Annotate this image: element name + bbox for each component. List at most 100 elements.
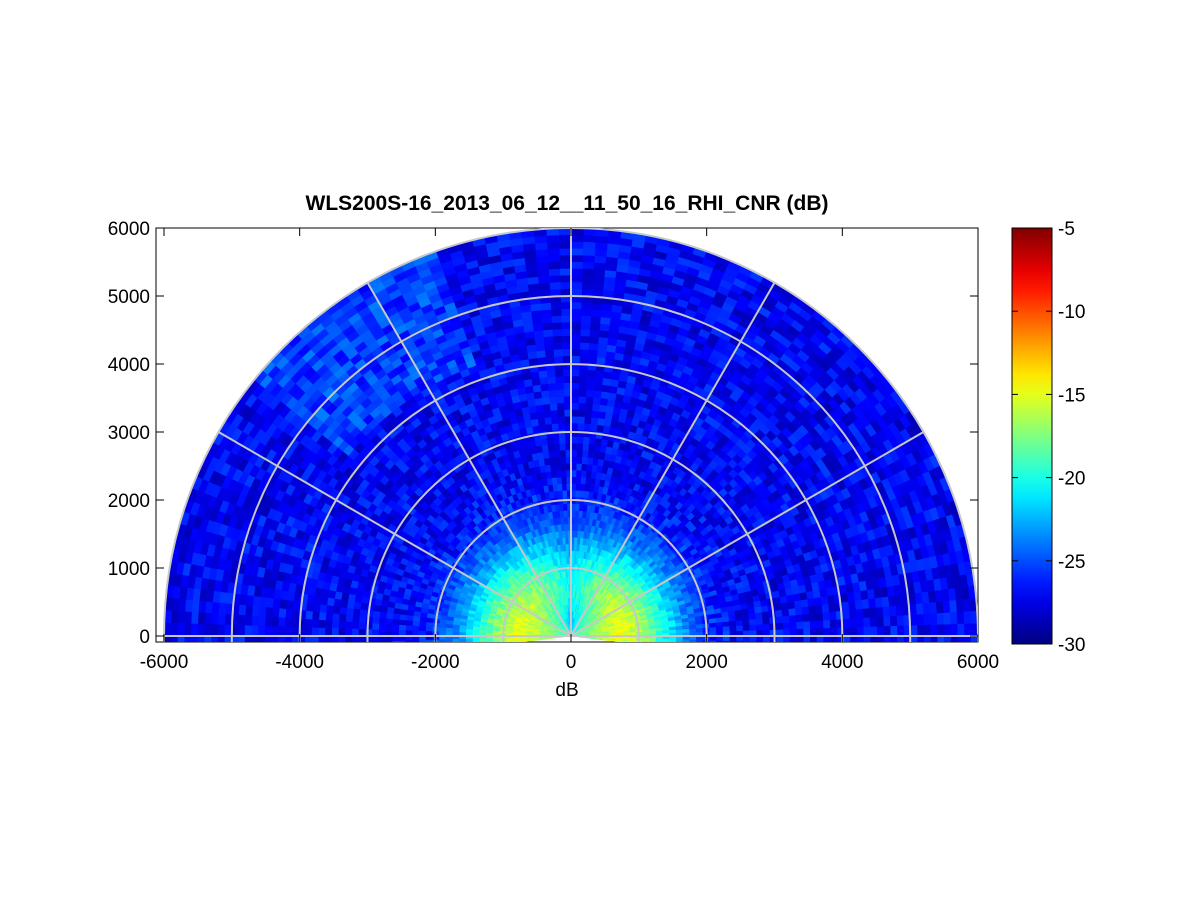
heatmap-cell-4567 [544,349,555,358]
heatmap-cell-4734 [863,626,872,637]
heatmap-cell-3080 [762,654,769,661]
heatmap-cell-2911 [587,450,595,459]
heatmap-cell-3737 [338,643,345,650]
heatmap-cell-4407 [841,600,850,611]
heatmap-cell-1759 [460,646,467,650]
heatmap-cell-4623 [856,635,865,642]
heatmap-cell-4835 [270,626,279,637]
heatmap-cell-3951 [326,597,335,607]
heatmap-cell-4847 [868,597,877,609]
heatmap-cell-3512 [352,608,361,617]
heatmap-cell-3462 [583,416,592,425]
heatmap-cell-3077 [378,641,386,642]
heatmap-cell-3300 [775,655,782,662]
heatmap-cell-2638 [406,646,413,652]
heatmap-cell-3798 [541,396,550,405]
heatmap-cell-3188 [372,648,379,655]
heatmap-cell-3464 [570,415,579,424]
heatmap-cell-4564 [570,348,581,357]
heatmap-cell-2751 [743,647,750,653]
heatmap-cell-2742 [399,614,407,621]
heatmap-cell-2965 [384,629,393,637]
heatmap-cell-3572 [584,409,593,418]
heatmap-cell-2696 [560,462,567,471]
heatmap-cell-4515 [849,617,858,628]
heatmap-cell-2472 [580,476,587,485]
heatmap-cell-4503 [291,609,300,620]
heatmap-cell-4782 [588,335,599,344]
heatmap-cell-3466 [557,415,565,424]
heatmap-cell-4453 [579,355,589,364]
heatmap-cell-1210 [649,643,656,646]
heatmap-cell-2912 [581,449,589,458]
heatmap-cell-3579 [536,410,545,420]
heatmap-cell-2697 [554,463,562,472]
heatmap-cell-3350 [595,424,604,433]
heatmap-cell-3022 [582,443,590,451]
heatmap-cell-1985 [695,627,704,633]
heatmap-cell-2646 [735,619,744,626]
heatmap-cell-2974 [756,629,764,637]
heatmap-cell-3844 [331,620,340,629]
heatmap-cell-3521 [789,649,796,656]
heatmap-cell-3680 [598,404,608,413]
heatmap-cell-3461 [590,416,599,425]
heatmap-cell-2969 [386,652,393,658]
heatmap-cell-4076 [822,611,831,621]
heatmap-cell-3299 [366,654,373,661]
heatmap-cell-3460 [596,417,605,426]
heatmap-cell-2087 [438,639,447,642]
heatmap-cell-3513 [351,615,360,624]
heatmap-cell-4947 [265,645,272,655]
heatmap-cell-4785 [561,335,572,343]
heatmap-cell-2971 [756,647,763,653]
heatmap-cell-2421 [723,645,730,650]
heatmap-cell-3082 [763,641,771,642]
heatmap-cell-4949 [266,663,274,673]
heatmap-cell-4121 [593,376,604,385]
heatmap-cell-1923 [574,509,580,518]
heatmap-cell-2363 [575,483,581,491]
heatmap-cell-2691 [585,463,593,472]
heatmap-cell-3623 [345,614,354,623]
heatmap-cell-4843 [870,635,878,642]
heatmap-cell-2530 [729,651,736,657]
heatmap-cell-1319 [486,643,493,646]
heatmap-cell-4504 [291,618,299,628]
heatmap-cell-3733 [338,613,347,623]
heatmap-cell-3185 [371,629,379,637]
heatmap-cell-2755 [742,624,751,631]
heatmap-cell-3302 [776,641,781,642]
heatmap-cell-3353 [576,422,585,431]
heatmap-cell-3182 [372,610,381,619]
heatmap-cell-4016 [555,382,564,391]
heatmap-cell-4018 [539,383,549,392]
heatmap-cell-2084 [438,627,447,633]
heatmap-cell-2975 [756,623,764,631]
heatmap-cell-4893 [579,328,591,337]
heatmap-cell-2961 [386,606,395,615]
heatmap-cell-4172 [312,603,321,613]
heatmap-cell-3845 [331,628,339,637]
heatmap-cell-3745 [802,620,811,629]
heatmap-cell-4234 [570,368,580,377]
heatmap-cell-2855 [391,629,400,637]
heatmap-cell-4891 [598,329,609,339]
heatmap-cell-3416 [782,615,791,624]
heatmap-cell-1981 [696,644,703,649]
heatmap-cell-2583 [575,469,582,478]
heatmap-cell-4077 [821,603,830,613]
heatmap-cell-4676 [552,342,563,350]
heatmap-cell-3023 [576,442,584,451]
heatmap-cell-4942 [265,597,274,609]
heatmap-cell-1430 [662,644,669,648]
heatmap-cell-4844 [870,625,878,637]
heatmap-cell-2414 [418,626,427,632]
heatmap-cell-1922 [577,510,583,518]
heatmap-cell-3571 [590,410,600,419]
heatmap-cell-2091 [703,644,710,649]
heatmap-cell-4732 [864,645,871,654]
heatmap-cell-879 [512,640,520,642]
heatmap-cell-4506 [291,635,299,642]
heatmap-cell-3842 [332,605,341,615]
